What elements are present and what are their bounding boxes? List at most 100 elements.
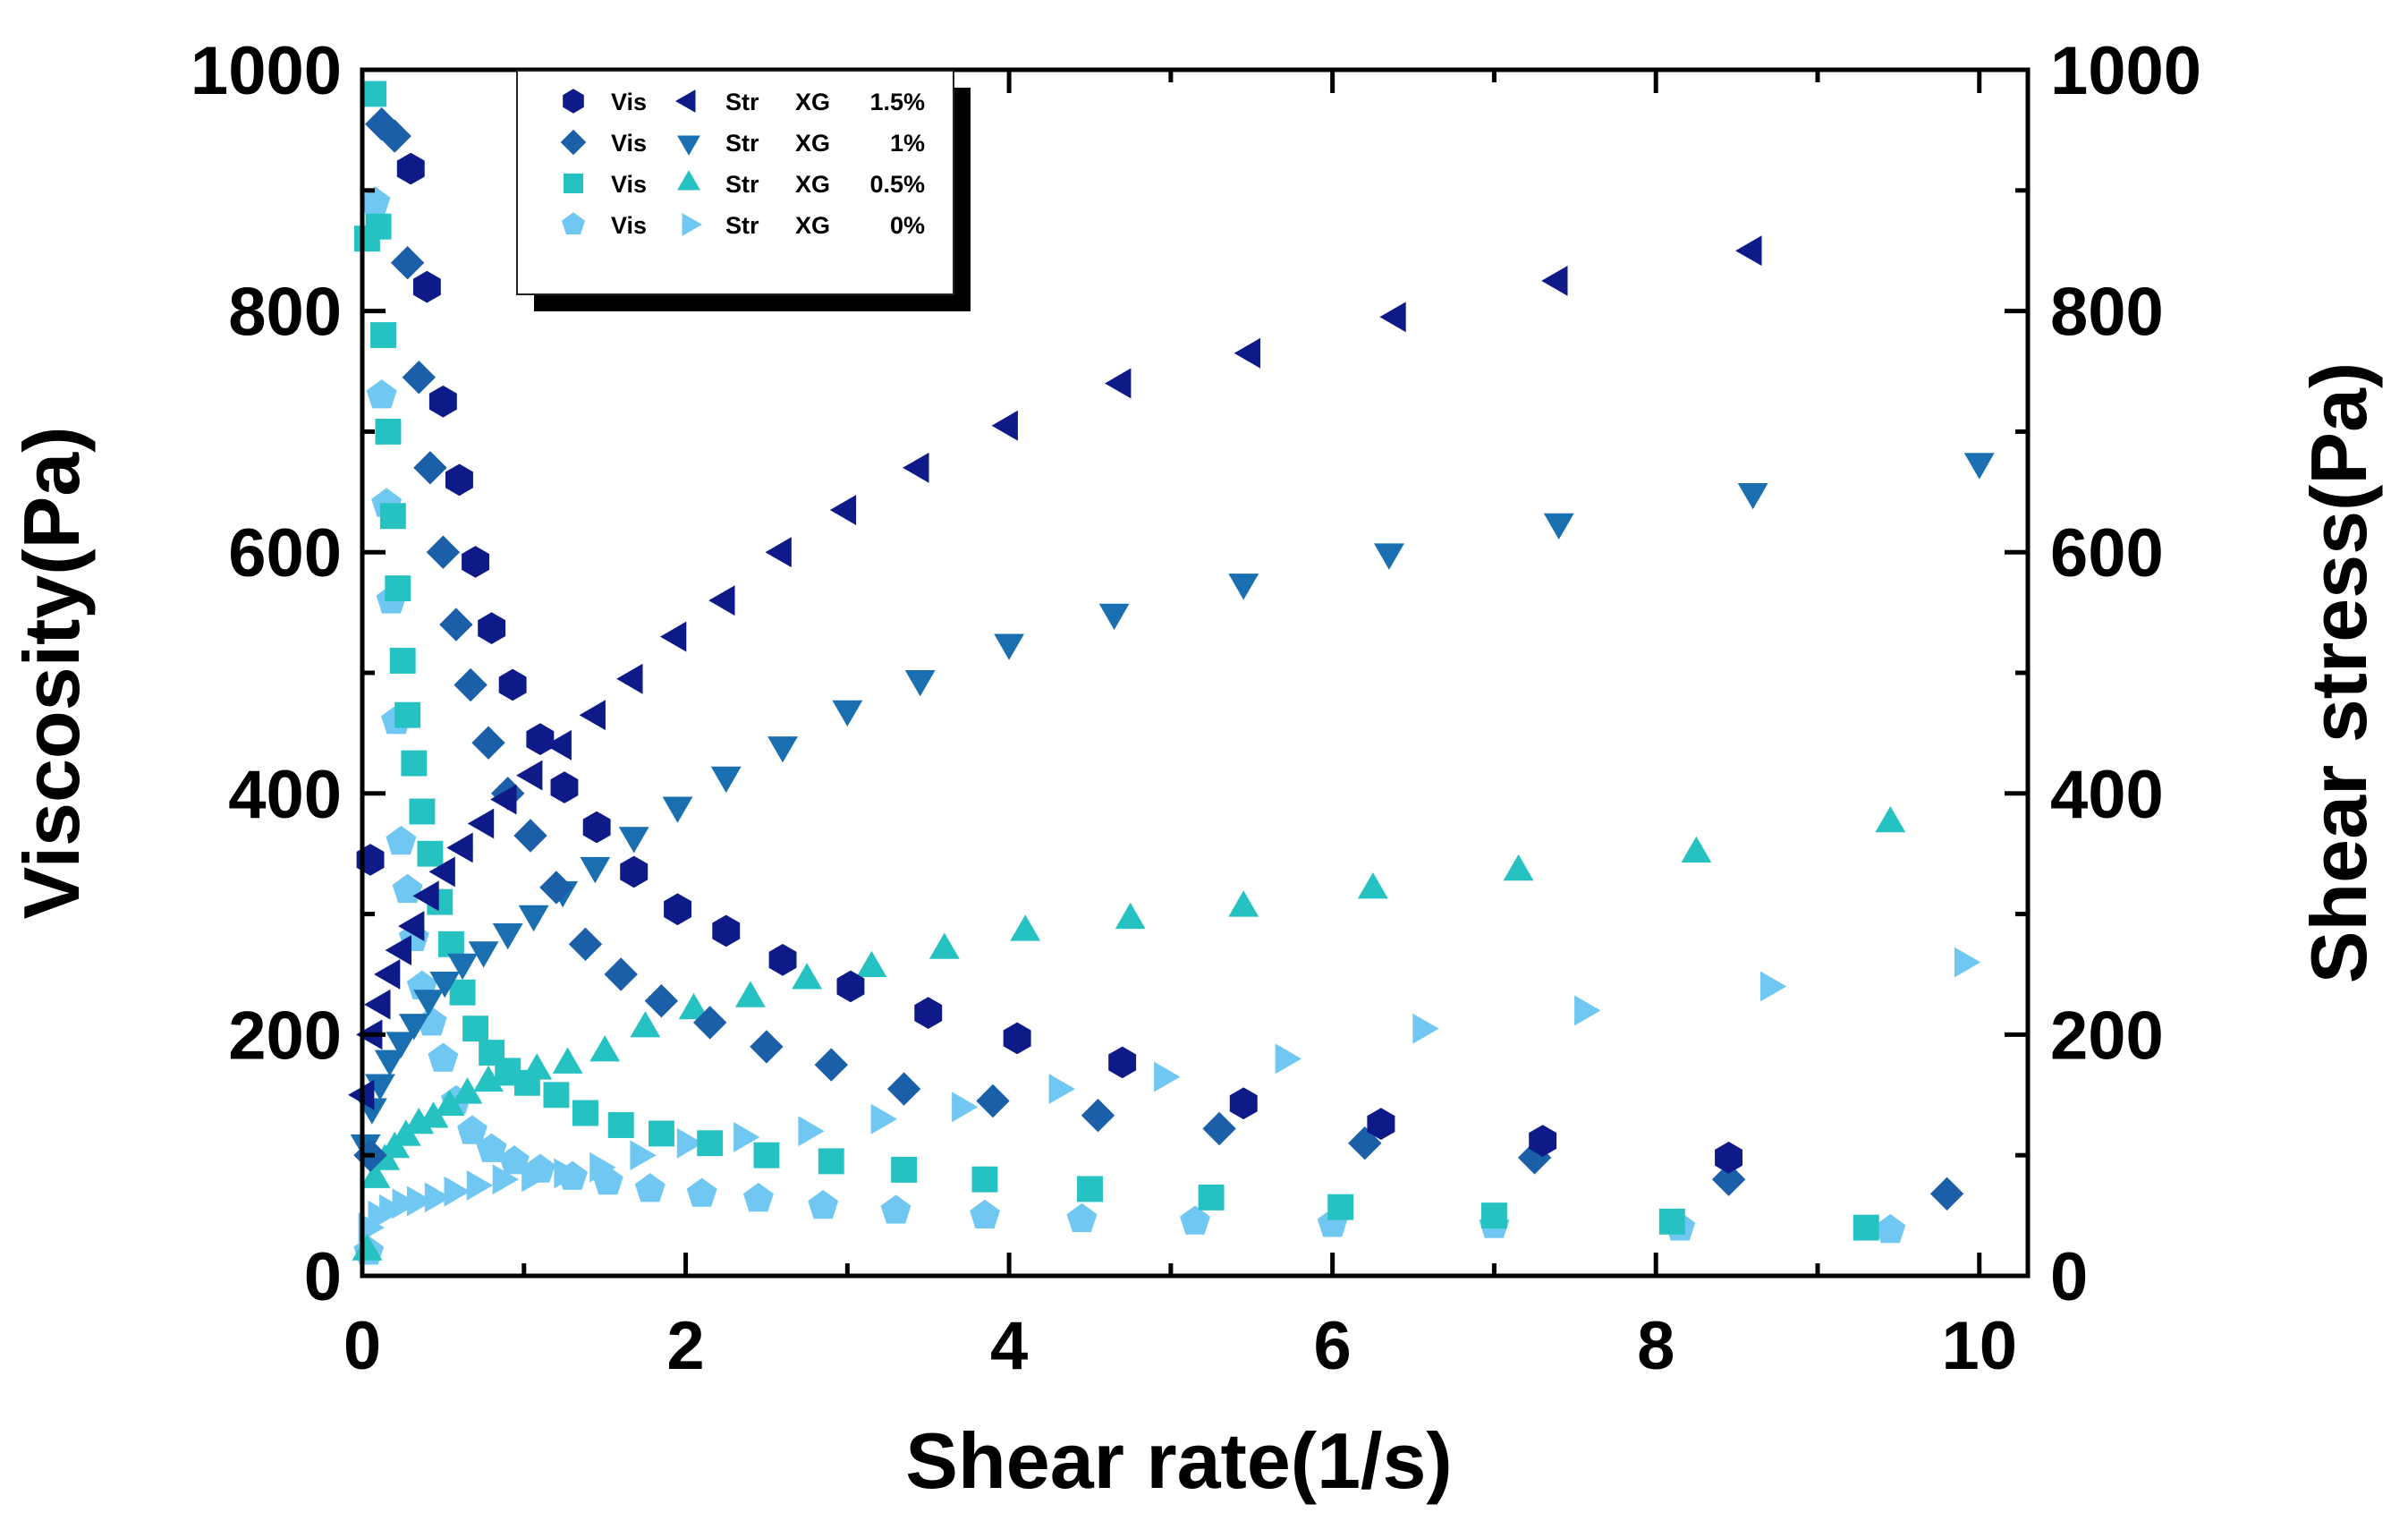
data-point [462, 546, 489, 578]
data-point [492, 923, 523, 950]
data-point [524, 1153, 555, 1183]
data-point [457, 1115, 488, 1144]
legend-item: Vis Str XG 0% [562, 212, 925, 239]
data-point [903, 452, 929, 483]
legend-item: Vis Str XG 1% [560, 129, 925, 157]
data-point [712, 914, 741, 947]
data-point [1711, 1162, 1746, 1196]
data-marks [348, 81, 1995, 1265]
data-point [490, 784, 517, 815]
data-point [1875, 806, 1906, 833]
data-point [836, 970, 865, 1003]
data-point [660, 621, 687, 652]
data-point [620, 855, 649, 888]
data-point [446, 832, 473, 863]
y-tick-label-left: 200 [228, 998, 342, 1074]
data-point [412, 270, 441, 303]
data-point [1737, 483, 1768, 510]
data-point [413, 990, 444, 1016]
data-point [539, 871, 573, 905]
data-point [1234, 337, 1260, 369]
data-point [385, 935, 411, 965]
y-tick-label-left: 0 [304, 1239, 342, 1315]
x-tick-label: 10 [1941, 1308, 2017, 1384]
data-point [437, 930, 464, 957]
series-vis-xg-1-5- [356, 152, 1742, 1174]
x-tick-label: 6 [1314, 1308, 1352, 1384]
data-point [434, 1089, 465, 1117]
legend-label: 0.5% [869, 171, 925, 198]
data-point [1357, 872, 1388, 899]
data-point [710, 766, 742, 794]
data-point [970, 1199, 1000, 1228]
data-point [734, 981, 766, 1007]
data-point [768, 944, 797, 976]
data-point [1853, 1214, 1879, 1241]
data-point [886, 1072, 921, 1106]
data-point [518, 905, 549, 932]
data-point [402, 361, 436, 395]
y-tick-label-right: 400 [2050, 757, 2164, 833]
y-tick-label-left: 600 [228, 515, 342, 591]
data-point [572, 1100, 598, 1126]
y-tick-label-right: 1000 [2050, 33, 2201, 109]
legend-item: Vis Str XG 1.5% [563, 89, 925, 115]
data-point [390, 246, 425, 280]
legend-marker [563, 173, 584, 194]
data-point [418, 1101, 449, 1128]
data-point [1715, 1142, 1742, 1174]
y-tick-label-right: 600 [2050, 515, 2164, 591]
legend-label: Vis [611, 212, 647, 239]
data-point [792, 963, 823, 990]
data-point [447, 953, 478, 981]
data-point [829, 495, 857, 525]
data-point [426, 535, 461, 569]
data-point [976, 1083, 1010, 1118]
data-point [1541, 266, 1568, 296]
data-point [870, 1103, 897, 1134]
data-point [1154, 1061, 1181, 1092]
data-point [365, 1074, 395, 1100]
y-axis-title-right: Shear stress(Pa) [2294, 362, 2383, 984]
data-point [1574, 995, 1601, 1026]
data-point [686, 1177, 717, 1207]
data-point [1327, 1194, 1354, 1220]
data-point [467, 808, 495, 839]
legend-marker [675, 89, 696, 113]
data-point [473, 1065, 504, 1092]
data-point [424, 1182, 452, 1213]
data-point [401, 750, 428, 777]
data-point [1228, 574, 1259, 600]
data-point [1681, 836, 1712, 862]
data-point [1374, 543, 1404, 570]
data-point [765, 537, 792, 568]
data-point [543, 1082, 570, 1109]
data-point [1180, 1205, 1210, 1235]
data-point [413, 451, 447, 485]
data-point [648, 1120, 674, 1147]
data-point [1098, 603, 1130, 631]
data-point [1229, 1087, 1258, 1120]
data-point [1379, 302, 1406, 333]
y-tick-label-left: 400 [228, 757, 342, 833]
legend-label: XG [795, 130, 830, 157]
data-point [634, 1173, 666, 1202]
data-point [589, 1035, 621, 1062]
data-point [742, 1182, 774, 1212]
data-point [1108, 1046, 1137, 1079]
data-point [452, 1077, 483, 1104]
data-point [398, 1014, 429, 1041]
data-point [1480, 1202, 1507, 1229]
legend-label: XG [795, 212, 830, 239]
legend-item: Vis Str XG 0.5% [563, 170, 925, 198]
data-point [1367, 1108, 1395, 1140]
legend-label: Vis [611, 89, 647, 115]
data-point [579, 700, 606, 731]
legend-box [516, 70, 954, 295]
legend-label: 1.5% [869, 89, 925, 115]
data-point [592, 1166, 623, 1195]
data-point [1658, 1208, 1685, 1235]
y-axis-title-left: Viscosity(Pa) [7, 426, 96, 919]
data-point [366, 379, 397, 409]
